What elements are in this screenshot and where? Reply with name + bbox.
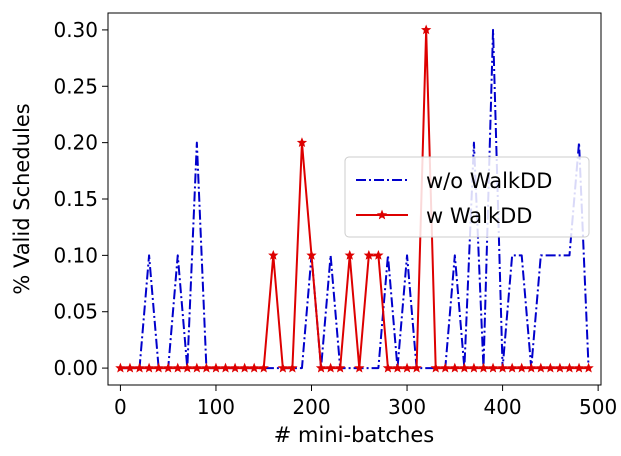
legend-star-marker	[376, 209, 388, 220]
data-point	[516, 362, 527, 373]
data-point	[440, 362, 451, 373]
data-point	[220, 362, 231, 373]
data-point	[564, 362, 575, 373]
data-point	[449, 362, 460, 373]
data-point	[115, 362, 126, 373]
legend-box	[344, 156, 590, 238]
series-line-wo-walkdd	[120, 28, 590, 370]
data-point	[249, 362, 260, 373]
data-point	[153, 362, 164, 373]
data-point	[411, 362, 422, 373]
data-point	[210, 362, 222, 373]
data-point	[287, 362, 298, 373]
data-point	[143, 362, 155, 373]
data-point	[497, 362, 508, 373]
data-point	[468, 362, 480, 373]
data-point	[306, 249, 317, 260]
x-tick-label: 100	[197, 395, 235, 419]
y-tick-label: 0.00	[53, 356, 98, 380]
data-point	[573, 362, 585, 373]
data-point	[163, 362, 174, 373]
y-tick-label: 0.05	[53, 300, 98, 324]
data-point	[277, 362, 288, 373]
y-tick-label: 0.10	[53, 243, 98, 267]
legend-star	[376, 209, 388, 220]
data-point	[191, 362, 203, 373]
data-point	[392, 362, 403, 373]
y-axis-label: % Valid Schedules	[10, 103, 34, 294]
data-point	[363, 249, 374, 260]
data-point	[373, 249, 384, 260]
x-axis-ticks: 0 100 200 300 400 500	[114, 385, 617, 419]
data-point	[487, 362, 499, 373]
x-axis-label: # mini-batches	[274, 423, 434, 447]
data-point	[325, 362, 336, 373]
data-point	[172, 362, 183, 373]
data-point	[430, 362, 441, 373]
data-point	[315, 362, 327, 373]
x-tick-label: 0	[114, 395, 127, 419]
legend-label-wo-walkdd: w/o WalkDD	[426, 169, 552, 193]
data-point	[229, 362, 241, 373]
y-tick-label: 0.25	[53, 74, 98, 98]
data-point	[401, 362, 413, 373]
data-point	[554, 362, 566, 373]
data-point	[506, 362, 518, 373]
series-layer	[115, 24, 594, 373]
data-point	[526, 362, 537, 373]
data-point	[268, 249, 279, 260]
data-point	[535, 362, 546, 373]
data-point	[478, 362, 489, 373]
legend: w/o WalkDD w WalkDD	[344, 156, 590, 238]
y-tick-label: 0.30	[53, 18, 98, 42]
data-point	[583, 362, 594, 373]
data-point	[296, 137, 308, 148]
y-tick-label: 0.15	[53, 187, 98, 211]
data-point	[421, 24, 432, 35]
data-point	[201, 362, 212, 373]
data-point	[545, 362, 556, 373]
y-axis-ticks: 0.00 0.05 0.10 0.15 0.20 0.25 0.30	[53, 18, 108, 380]
data-point	[124, 362, 136, 373]
x-tick-label: 500	[579, 395, 617, 419]
data-point	[182, 362, 193, 373]
data-point	[134, 362, 145, 373]
data-point	[382, 362, 394, 373]
data-point	[335, 362, 346, 373]
legend-label-w-walkdd: w WalkDD	[426, 204, 532, 228]
y-tick-label: 0.20	[53, 131, 98, 155]
data-point	[354, 362, 365, 373]
data-point	[344, 249, 355, 260]
data-point	[459, 362, 470, 373]
x-tick-label: 400	[483, 395, 521, 419]
x-tick-label: 200	[292, 395, 330, 419]
data-point	[239, 362, 250, 373]
x-tick-label: 300	[388, 395, 426, 419]
data-point	[258, 362, 269, 373]
